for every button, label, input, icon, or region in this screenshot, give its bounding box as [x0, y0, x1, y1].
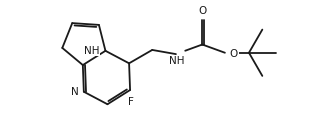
Text: NH: NH [84, 46, 99, 56]
Text: N: N [71, 87, 79, 97]
Text: F: F [128, 97, 134, 107]
Text: O: O [198, 6, 206, 15]
Text: NH: NH [169, 56, 185, 66]
Text: O: O [230, 49, 238, 59]
